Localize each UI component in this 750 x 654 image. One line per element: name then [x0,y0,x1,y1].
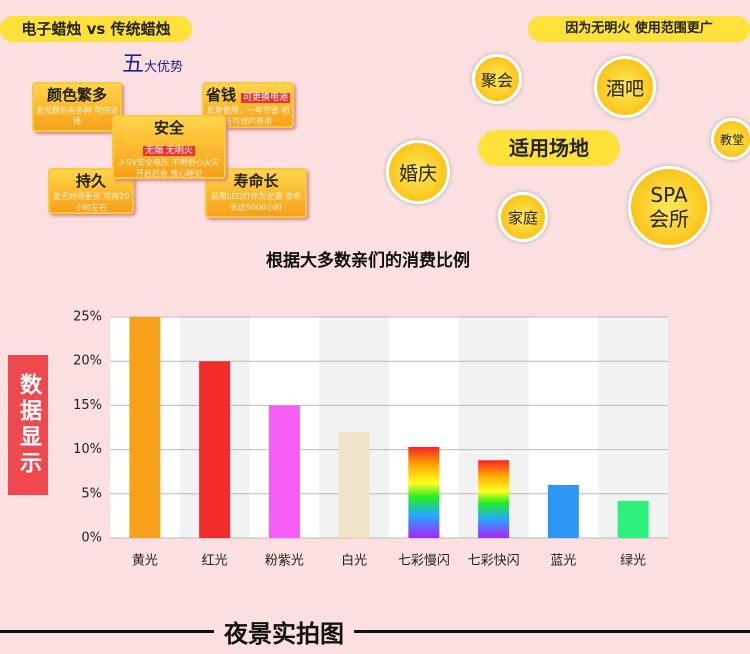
footer-rule [0,630,750,633]
y-tick-label: 10% [73,442,102,457]
bar [268,405,300,538]
advantage: 颜色繁多发光颜色有多种 可供选择 [32,82,122,132]
t: 持久 [75,172,106,190]
venues-title: 适用场地 [478,130,620,166]
small: 大优势 [144,60,184,75]
advantage: 安全无烟 无明火 3-5V安全电压 不用担心火灾 开启后会 放心睡觉 [112,115,226,179]
tag: 无烟 无明火 [143,146,195,156]
x-tick-label: 蓝光 [550,554,576,569]
bar [129,317,161,538]
bar [408,446,440,538]
big: 五 [122,52,145,77]
side-label: 数据显示 [8,355,48,495]
y-tick-label: 25% [73,310,102,325]
venue: SPA 会所 [628,166,710,248]
y-tick-label: 0% [81,531,102,546]
x-tick-label: 七彩慢闪 [398,553,450,569]
header-right: 因为无明火 使用范围更广 [528,16,750,42]
t: 省钱 [205,86,236,104]
d: 发光颜色有多种 可供选择 [35,106,119,126]
plot-area [110,317,668,538]
header-left: 电子蜡烛 vs 传统蜡烛 [0,16,192,42]
venue: 聚会 [472,54,522,104]
d: 反复使用，一年节省 相当可观的费用 [206,106,290,126]
venue: 酒吧 [594,56,656,118]
y-tick-label: 15% [73,398,102,413]
band [249,317,320,538]
x-tick-label: 绿光 [620,554,646,569]
x-tick-label: 粉紫光 [265,554,304,569]
bar [338,431,370,538]
band [528,317,599,538]
bar [478,460,510,538]
footer: 夜景实拍图 [214,614,354,649]
band [389,317,459,538]
bar [617,500,649,538]
venue: 教堂 [711,118,750,160]
tag: 可更换电池 [241,93,291,103]
chart-title: 根据大多数亲们的消费比例 [266,250,470,271]
venue: 家庭 [498,192,548,242]
t: 颜色繁多 [46,86,107,104]
y-tick-label: 20% [73,354,102,369]
t: 安全 [153,119,184,137]
y-tick-label: 5% [81,486,102,501]
t: 寿命长 [233,172,279,190]
bar [547,484,579,538]
advantage: 持久发光时间更长 可亮20小时左右 [48,168,134,214]
d: 发光时间更长 可亮20小时左右 [52,192,130,212]
advantage: 寿命长采用LED灯作为光源 寿命长达5000小时 [205,168,307,218]
band [110,317,180,538]
d: 采用LED灯作为光源 寿命长达5000小时 [210,192,302,212]
x-tick-label: 红光 [202,553,228,569]
bar [199,361,231,538]
d: 3-5V安全电压 不用担心火灾 开启后会 放心睡觉 [118,158,220,178]
advantages-title: 五大优势 [122,46,183,78]
x-tick-label: 七彩快闪 [468,554,520,569]
x-tick-label: 黄光 [132,554,158,569]
venue: 婚庆 [386,140,450,204]
x-tick-label: 白光 [341,553,367,569]
